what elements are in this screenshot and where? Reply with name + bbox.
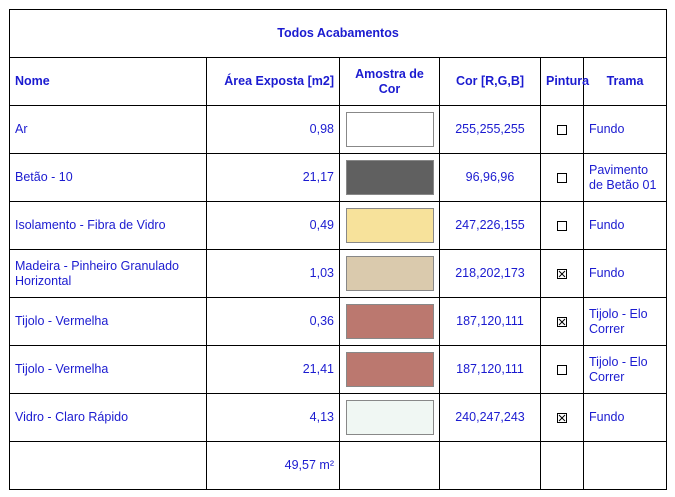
paint-cell bbox=[540, 201, 584, 250]
data-row: Betão - 10 21,17 96,96,96 Pavimento de Betã… bbox=[9, 153, 668, 202]
checkbox bbox=[557, 316, 567, 327]
hatch-cell: Fundo bbox=[582, 201, 668, 250]
color-swatch bbox=[345, 400, 434, 435]
name-cell: Ar bbox=[9, 105, 207, 154]
data-row: Isolamento - Fibra de Vidro 0,49 247,226,1… bbox=[9, 201, 668, 250]
header-row: Nome Área Exposta [m2] Amostra de Cor Cor [… bbox=[9, 57, 668, 106]
swatch-cell bbox=[339, 249, 440, 298]
name-cell: Madeira - Pinheiro Granulado Horizontal bbox=[9, 249, 207, 298]
data-row: Vidro - Claro Rápido 4,13 240,247,243 Fundo bbox=[9, 393, 668, 442]
empty-cell bbox=[439, 441, 541, 490]
checkbox bbox=[557, 412, 567, 423]
area-cell: 4,13 bbox=[206, 393, 340, 442]
column-header: Nome bbox=[9, 57, 207, 106]
hatch-cell: Pavimento de Betão 01 bbox=[582, 153, 668, 202]
swatch-cell bbox=[339, 201, 440, 250]
hatch-cell: Tijolo - Elo Correr bbox=[582, 297, 668, 346]
checkbox bbox=[557, 124, 567, 135]
checkbox bbox=[557, 268, 567, 279]
color-swatch bbox=[345, 112, 434, 147]
area-cell: 0,98 bbox=[206, 105, 340, 154]
area-cell: 0,36 bbox=[206, 297, 340, 346]
swatch-cell bbox=[339, 105, 440, 154]
data-row: Ar 0,98 255,255,255 Fundo bbox=[9, 105, 668, 154]
area-cell: 0,49 bbox=[206, 201, 340, 250]
rgb-cell: 240,247,243 bbox=[439, 393, 541, 442]
name-cell: Tijolo - Vermelha bbox=[9, 297, 207, 346]
color-swatch bbox=[345, 352, 434, 387]
hatch-cell: Fundo bbox=[582, 105, 668, 154]
color-swatch bbox=[345, 304, 434, 339]
paint-cell bbox=[540, 105, 584, 154]
rgb-cell: 96,96,96 bbox=[439, 153, 541, 202]
column-header: Trama bbox=[582, 57, 668, 106]
hatch-cell: Tijolo - Elo Correr bbox=[582, 345, 668, 394]
hatch-cell: Fundo bbox=[582, 249, 668, 298]
rgb-cell: 255,255,255 bbox=[439, 105, 541, 154]
rgb-cell: 247,226,155 bbox=[439, 201, 541, 250]
paint-cell bbox=[540, 393, 584, 442]
area-cell: 1,03 bbox=[206, 249, 340, 298]
data-row: Madeira - Pinheiro Granulado Horizontal 1… bbox=[9, 249, 668, 298]
paint-cell bbox=[540, 249, 584, 298]
total-row: 49,57 m² bbox=[9, 441, 668, 490]
column-header: Pintura bbox=[540, 57, 589, 106]
column-header: Amostra de Cor bbox=[339, 57, 440, 106]
empty-cell bbox=[582, 441, 668, 490]
total-cell: 49,57 m² bbox=[206, 441, 340, 490]
hatch-cell: Fundo bbox=[582, 393, 668, 442]
rgb-cell: 187,120,111 bbox=[439, 345, 541, 394]
data-row: Tijolo - Vermelha 0,36 187,120,111 Tijolo -… bbox=[9, 297, 668, 346]
paint-cell bbox=[540, 345, 584, 394]
empty-cell bbox=[9, 441, 207, 490]
name-cell: Betão - 10 bbox=[9, 153, 207, 202]
empty-cell bbox=[339, 441, 440, 490]
column-header: Cor [R,G,B] bbox=[439, 57, 541, 106]
checkbox bbox=[557, 220, 567, 231]
rgb-cell: 187,120,111 bbox=[439, 297, 541, 346]
checkbox bbox=[557, 172, 567, 183]
checkbox bbox=[557, 364, 567, 375]
area-cell: 21,41 bbox=[206, 345, 340, 394]
rgb-cell: 218,202,173 bbox=[439, 249, 541, 298]
color-swatch bbox=[345, 256, 434, 291]
paint-cell bbox=[540, 153, 584, 202]
area-cell: 21,17 bbox=[206, 153, 340, 202]
color-swatch bbox=[345, 208, 434, 243]
name-cell: Vidro - Claro Rápido bbox=[9, 393, 207, 442]
column-header: Área Exposta [m2] bbox=[206, 57, 340, 106]
name-cell: Isolamento - Fibra de Vidro bbox=[9, 201, 207, 250]
empty-cell bbox=[540, 441, 584, 490]
swatch-cell bbox=[339, 345, 440, 394]
table-title: Todos Acabamentos bbox=[8, 9, 668, 58]
swatch-cell bbox=[339, 297, 440, 346]
finishes-table: Todos Acabamentos Nome Área Exposta [m2] A… bbox=[8, 9, 668, 490]
data-row: Tijolo - Vermelha 21,41 187,120,111 Tijolo … bbox=[9, 345, 668, 394]
swatch-cell bbox=[339, 393, 440, 442]
color-swatch bbox=[345, 160, 434, 195]
paint-cell bbox=[540, 297, 584, 346]
swatch-cell bbox=[339, 153, 440, 202]
name-cell: Tijolo - Vermelha bbox=[9, 345, 207, 394]
